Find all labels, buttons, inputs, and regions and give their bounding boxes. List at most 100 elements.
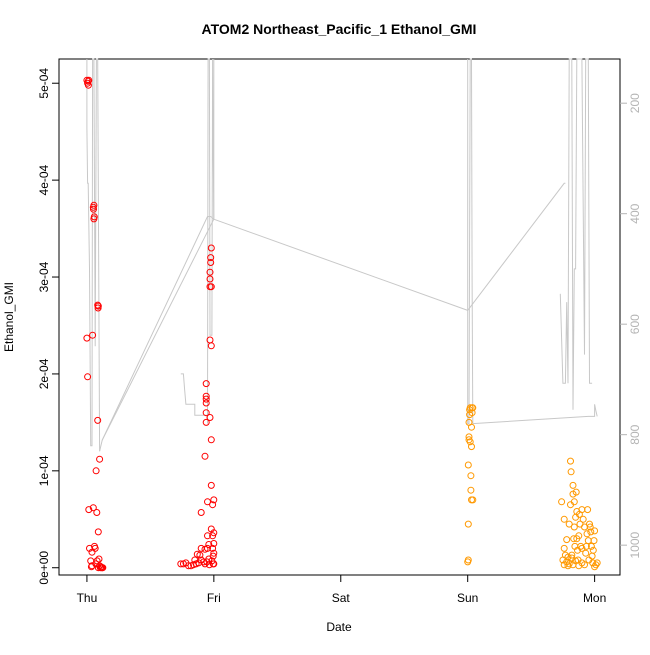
plot-frame [58,58,621,576]
data-point-red [185,562,192,570]
data-point-red [209,544,217,552]
data-point-orange [588,552,596,560]
data-point-red [84,373,92,381]
data-point-orange [575,532,583,540]
data-point-red [206,268,214,276]
data-point-red [207,283,215,291]
x-axis-label: Date [326,620,352,634]
x-tick-label: Mon [583,591,606,605]
data-point-red [206,414,214,421]
data-point-red [210,560,218,568]
data-point-orange [567,457,574,465]
data-point-orange [578,506,586,514]
data-point-orange [565,560,573,568]
points-layer [83,76,601,572]
data-point-red [94,416,102,424]
data-point-red [207,436,215,444]
data-point-orange [587,542,595,550]
x-axis: Thu Fri Sat Sun Mon [77,575,606,605]
data-point-orange [560,515,568,523]
data-point-red [93,509,101,516]
data-point-red [83,76,91,84]
data-point-red [89,504,97,512]
y-tick-label: 3e-04 [37,261,51,292]
data-point-red [207,259,215,266]
data-point-red [207,481,215,489]
data-point-red [197,509,205,516]
x-tick-label: Sat [332,591,351,605]
pressure-line-segment [467,58,474,425]
pressure-line-segment [86,58,101,452]
data-point-red [196,551,204,559]
data-point-red [90,201,98,209]
data-point-orange [570,498,578,506]
data-point-red [201,452,209,460]
pressure-line-segment [472,404,598,425]
data-point-orange [467,486,475,494]
data-point-red [200,558,208,566]
data-point-orange [564,562,572,570]
data-point-red [210,540,218,547]
data-point-orange [567,468,575,476]
data-point-red [207,254,215,262]
pressure-line-segment [180,373,208,416]
data-point-red [209,552,217,560]
data-point-orange [593,559,601,567]
pressure-line-segment [99,216,215,452]
data-point-red [85,76,93,84]
data-point-red [99,564,107,572]
data-point-red [202,409,210,417]
data-point-orange [560,544,568,552]
y-tick-label: 5e-04 [37,68,51,99]
x-tick-label: Sun [457,591,478,605]
data-point-red [92,467,100,475]
data-point-red [83,334,91,342]
y2-tick-label: 1000 [628,531,642,558]
y-tick-label: 1e-04 [37,455,51,486]
pressure-line-segment [213,182,566,311]
data-point-red [206,275,214,283]
data-point-red [84,81,92,89]
data-point-orange [589,546,597,554]
data-point-red [204,532,211,540]
data-point-orange [581,561,588,569]
data-point-orange [558,498,566,506]
data-point-orange [568,551,576,559]
data-point-red [202,399,210,407]
data-point-red [89,331,97,339]
data-point-orange [468,409,476,417]
data-point-orange [584,537,592,545]
data-point-red [202,392,210,400]
data-point-orange [572,488,580,496]
data-point-red [202,418,210,426]
data-point-orange [467,472,475,480]
chart-title: ATOM2 Northeast_Pacific_1 Ethanol_GMI [202,21,477,37]
data-point-red [210,529,218,537]
data-point-orange [464,520,472,528]
y-axis: 0e+00 1e-04 2e-04 3e-04 4e-04 5e-04 [37,68,59,585]
data-point-orange [464,461,472,469]
data-point-red [201,560,209,568]
data-point-red [94,528,102,536]
data-point-orange [592,561,600,569]
data-point-orange [579,515,587,523]
data-point-orange [565,520,573,528]
pressure-line-segment [559,58,593,410]
y-tick-label: 2e-04 [37,358,51,389]
data-point-red [204,498,211,506]
data-point-red [210,496,218,504]
data-point-orange [468,423,475,431]
y-axis-label: Ethanol_GMI [2,282,16,352]
data-point-orange [590,537,598,545]
data-point-red [90,213,98,221]
data-point-red [205,541,213,548]
data-point-red [85,506,93,514]
data-point-orange [586,523,594,531]
data-point-red [90,205,97,213]
pressure-line-segment [207,58,215,424]
data-point-orange [564,553,572,561]
data-point-orange [466,438,474,446]
data-point-red [88,562,96,570]
